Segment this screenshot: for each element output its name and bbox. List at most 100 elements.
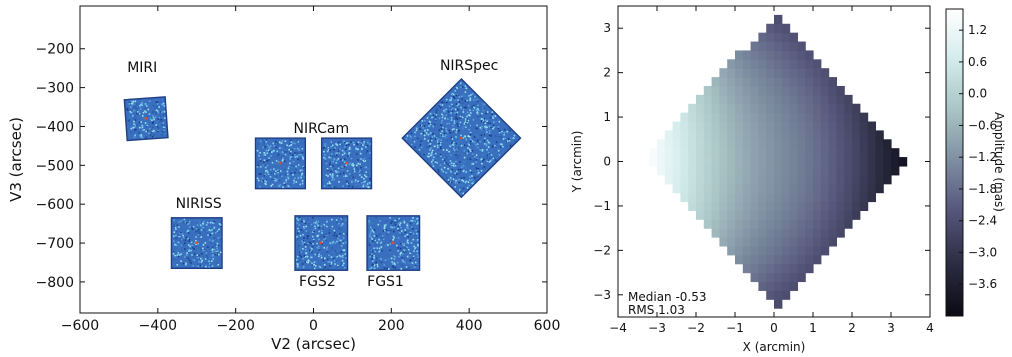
heatmap-cell	[703, 94, 713, 105]
aperture-speckle	[284, 168, 286, 171]
aperture-speckle	[344, 241, 347, 244]
heatmap-cell	[680, 130, 689, 140]
heatmap-cell	[820, 157, 830, 167]
aperture-speckle	[175, 234, 177, 237]
aperture-speckle	[399, 222, 402, 224]
aperture-speckle	[338, 163, 341, 166]
aperture-speckle	[269, 148, 271, 150]
heatmap-cell	[828, 77, 837, 87]
aperture-speckle	[205, 262, 207, 264]
aperture-speckle	[297, 152, 300, 155]
aperture-speckle	[340, 217, 343, 220]
aperture-speckle	[313, 263, 315, 266]
heatmap-cell	[781, 263, 791, 274]
heatmap-cell	[797, 157, 806, 167]
aperture-speckle	[219, 235, 222, 238]
aperture-speckle	[179, 264, 181, 267]
aperture-speckle	[200, 229, 203, 231]
aperture-speckle	[349, 162, 352, 165]
aperture-speckle	[323, 146, 326, 149]
aperture-speckle	[130, 127, 133, 130]
heatmap-cell	[774, 23, 783, 34]
aperture-speckle	[275, 179, 277, 182]
aperture-speckle	[305, 252, 308, 254]
aperture-speckle	[360, 176, 363, 178]
colorbar-tick-label: −3.0	[968, 245, 997, 259]
aperture-speckle	[205, 224, 208, 226]
aperture-speckle	[411, 219, 414, 222]
heatmap-cell	[805, 245, 814, 256]
aperture-speckle	[143, 129, 145, 131]
heatmap-cell	[813, 192, 822, 203]
aperture-speckle	[375, 249, 377, 252]
aperture-speckle	[404, 246, 407, 249]
heatmap-cell	[781, 281, 791, 291]
aperture-speckle	[304, 246, 307, 248]
aperture-speckle	[295, 158, 297, 161]
aperture-speckle	[210, 219, 213, 222]
aperture-speckle	[164, 132, 167, 135]
aperture-speckle	[198, 260, 200, 263]
heatmap-cell	[797, 103, 806, 114]
aperture-speckle	[359, 143, 362, 146]
heatmap-cell	[688, 121, 697, 131]
aperture-speckle	[406, 267, 409, 270]
heatmap-cell	[820, 103, 830, 114]
aperture-speckle	[214, 243, 217, 246]
aperture-speckle	[383, 234, 386, 236]
aperture-speckle	[323, 267, 326, 270]
heatmap-cell	[758, 192, 767, 203]
aperture-speckle	[336, 221, 338, 224]
aperture-speckle	[277, 184, 280, 187]
heatmap-cell	[696, 165, 705, 176]
aperture-speckle	[335, 232, 338, 235]
aperture-speckle	[173, 234, 176, 237]
aperture-speckle	[298, 230, 300, 233]
aperture-speckle	[353, 170, 356, 173]
aperture-speckle	[270, 144, 272, 147]
aperture-speckle	[394, 266, 397, 269]
aperture-speckle	[452, 162, 456, 165]
aperture-speckle	[187, 223, 189, 226]
aperture-speckle	[346, 162, 349, 165]
aperture-speckle	[263, 171, 265, 173]
heatmap-cell	[766, 77, 775, 87]
hm-x-tick-label: −1	[726, 321, 744, 335]
aperture-speckle	[343, 141, 346, 144]
aperture-speckle	[160, 131, 163, 134]
aperture-speckle	[345, 164, 348, 166]
aperture-speckle	[509, 144, 512, 147]
aperture-speckle	[141, 101, 143, 104]
heatmap-cell	[703, 148, 713, 158]
aperture-speckle	[268, 146, 271, 148]
aperture-speckle	[298, 224, 300, 226]
aperture-speckle	[393, 257, 396, 259]
heatmap-cell	[828, 94, 837, 105]
aperture-speckle	[343, 166, 346, 168]
heatmap-cell	[797, 183, 806, 194]
heatmap-cell	[758, 50, 767, 60]
aperture-speckle	[410, 226, 413, 229]
heatmap-cell	[719, 103, 728, 114]
aperture-speckle	[341, 144, 343, 146]
aperture-speckle	[279, 184, 281, 186]
aperture-speckle	[448, 129, 451, 132]
aperture-speckle	[155, 124, 158, 126]
aperture-speckle	[208, 229, 211, 231]
heatmap-cell	[805, 157, 814, 167]
aperture-speckle	[335, 258, 338, 260]
aperture-speckle	[312, 233, 315, 236]
aperture-speckle	[328, 181, 330, 183]
aperture-speckle	[275, 170, 277, 172]
aperture-speckle	[162, 102, 165, 105]
heatmap-cell	[805, 210, 814, 220]
aperture-speckle	[281, 147, 284, 149]
heatmap-cell	[789, 157, 798, 167]
aperture-speckle	[132, 126, 135, 129]
aperture-speckle	[479, 114, 482, 117]
aperture-speckle	[323, 246, 325, 249]
aperture-speckle	[367, 221, 370, 224]
aperture-speckle	[461, 102, 464, 105]
aperture-speckle	[375, 262, 377, 265]
aperture-speckle	[297, 245, 300, 248]
